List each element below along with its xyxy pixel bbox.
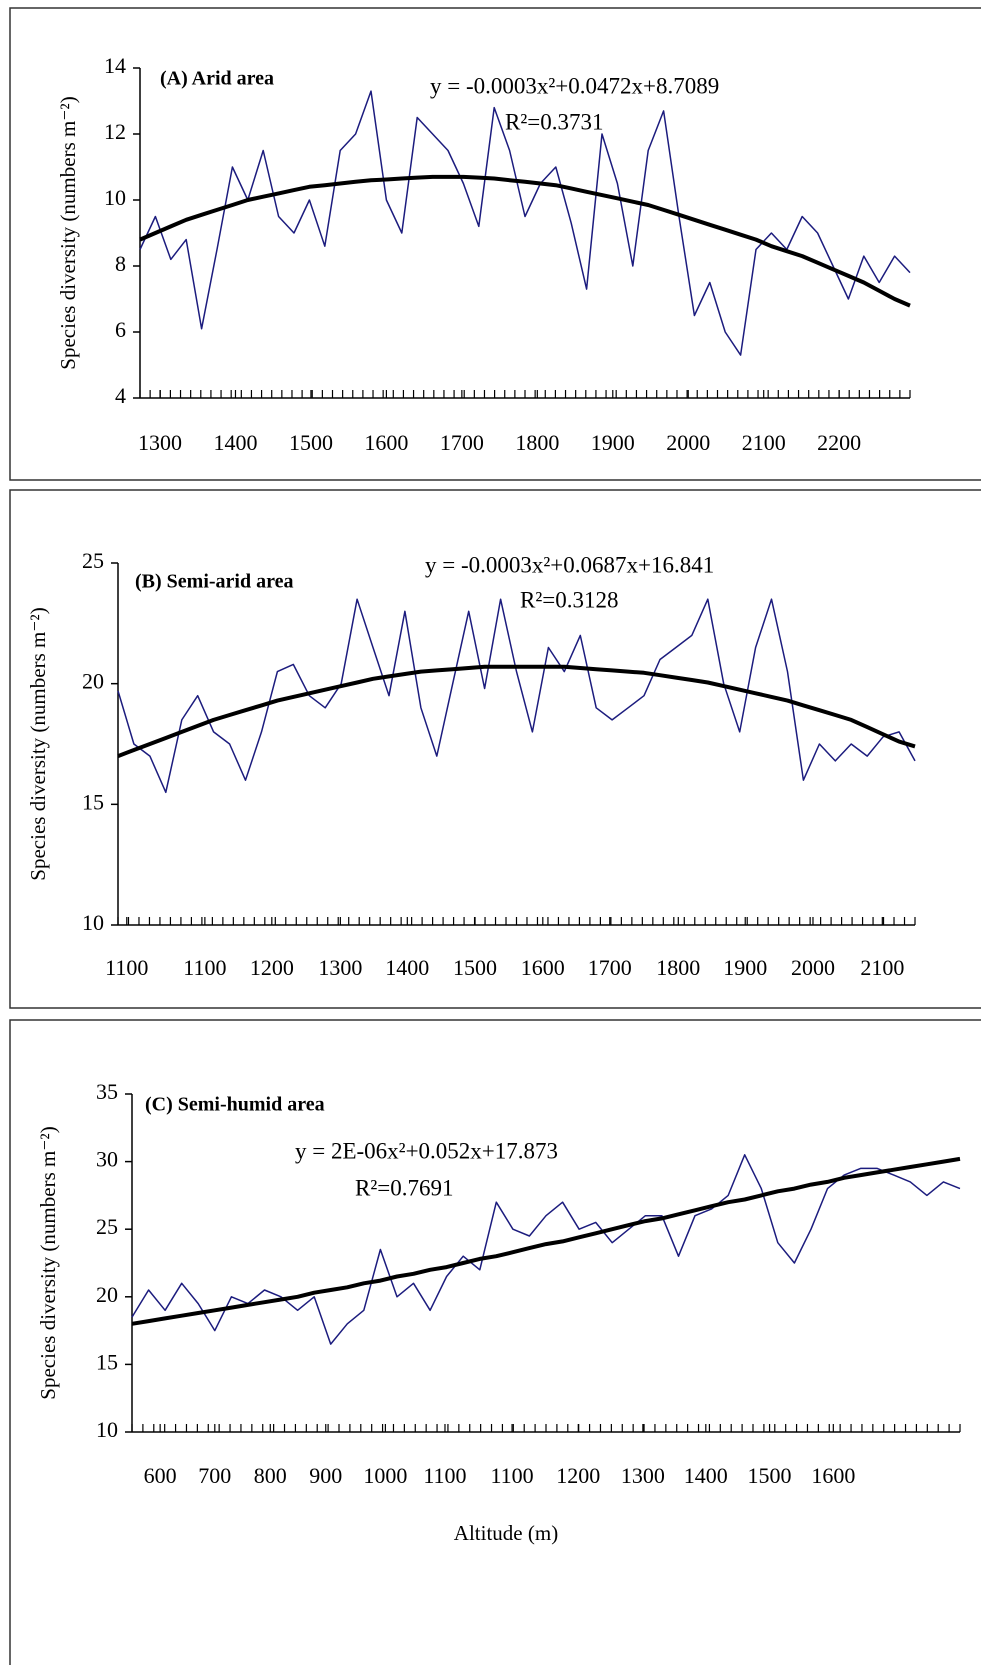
- y-tick-label: 10: [82, 910, 104, 935]
- x-tick-label: 1500: [289, 430, 333, 455]
- x-tick-label: 1200: [556, 1463, 600, 1488]
- x-tick-label: 1700: [588, 955, 632, 980]
- y-axis-title: Species diversity (numbers m⁻²): [56, 96, 80, 369]
- data-line: [131, 1156, 961, 1326]
- panel: 4 6 8 10 12 14 1300 1400 1500 1600 1700 1800 1900 200…: [9, 7, 981, 481]
- x-tick-label: 700: [198, 1463, 231, 1488]
- x-tick-label: 1500: [748, 1463, 792, 1488]
- panel: 10 15 20 25 1100 1100 1200 1300 1400 1500 1600 1700…: [9, 489, 981, 1009]
- y-tick-label: 10: [96, 1417, 118, 1442]
- y-tick-label: 4: [115, 383, 126, 408]
- panel-frame: [9, 7, 981, 481]
- x-tick-label: 1100: [105, 955, 148, 980]
- y-tick-label: 30: [96, 1147, 118, 1172]
- annotation: R²=0.7691: [355, 1175, 453, 1200]
- x-tick-label: 1700: [440, 430, 484, 455]
- y-tick-label: 20: [96, 1282, 118, 1307]
- data-line: [139, 174, 911, 308]
- y-tick-label: 25: [96, 1214, 118, 1239]
- y-tick-label: 25: [82, 548, 104, 573]
- y-tick-label: 15: [82, 789, 104, 814]
- x-tick-label: 1600: [811, 1463, 855, 1488]
- x-tick-label: 1400: [213, 430, 257, 455]
- annotation: R²=0.3731: [505, 109, 603, 134]
- panel: 10 15 20 25 30 35 600 700 800 900 1000 1100 1100 1200…: [9, 1019, 981, 1665]
- x-tick-label: 1500: [453, 955, 497, 980]
- x-tick-label: 1100: [423, 1463, 466, 1488]
- x-axis-title: Altitude (m): [454, 1521, 558, 1545]
- panel-title: (C) Semi-humid area: [145, 1094, 325, 1116]
- y-tick-label: 8: [115, 251, 126, 276]
- annotation: y = -0.0003x²+0.0472x+8.7089: [430, 73, 719, 98]
- x-tick-label: 2100: [742, 430, 786, 455]
- annotation: R²=0.3128: [520, 587, 618, 612]
- data-line: [139, 90, 911, 356]
- y-tick-label: 20: [82, 669, 104, 694]
- x-tick-label: 600: [144, 1463, 177, 1488]
- data-line: [117, 664, 916, 758]
- x-tick-label: 1100: [183, 955, 226, 980]
- y-tick-label: 10: [104, 185, 126, 210]
- annotation: y = -0.0003x²+0.0687x+16.841: [425, 552, 714, 577]
- x-tick-label: 2000: [791, 955, 835, 980]
- panel-title: (A) Arid area: [160, 68, 274, 90]
- x-tick-label: 1300: [318, 955, 362, 980]
- x-tick-label: 1800: [656, 955, 700, 980]
- x-tick-label: 1300: [621, 1463, 665, 1488]
- x-tick-label: 1800: [515, 430, 559, 455]
- x-tick-label: 1900: [591, 430, 635, 455]
- panel-frame: [9, 489, 981, 1009]
- x-tick-label: 900: [309, 1463, 342, 1488]
- y-tick-label: 15: [96, 1349, 118, 1374]
- x-tick-label: 2000: [666, 430, 710, 455]
- panel-frame: [9, 1019, 981, 1665]
- x-tick-label: 1400: [684, 1463, 728, 1488]
- y-tick-label: 35: [96, 1079, 118, 1104]
- y-tick-label: 6: [115, 317, 126, 342]
- x-tick-label: 1600: [521, 955, 565, 980]
- y-tick-label: 12: [104, 119, 126, 144]
- x-tick-label: 2100: [860, 955, 904, 980]
- data-line: [117, 598, 916, 794]
- x-tick-label: 1400: [385, 955, 429, 980]
- panel-title: (B) Semi-arid area: [135, 571, 294, 593]
- x-tick-label: 1100: [490, 1463, 533, 1488]
- y-axis-title: Species diversity (numbers m⁻²): [26, 607, 50, 880]
- y-axis-title: Species diversity (numbers m⁻²): [36, 1126, 60, 1399]
- x-tick-label: 800: [254, 1463, 287, 1488]
- annotation: y = 2E-06x²+0.052x+17.873: [295, 1138, 558, 1163]
- x-tick-label: 1600: [364, 430, 408, 455]
- x-tick-label: 2200: [817, 430, 861, 455]
- data-line: [131, 1154, 961, 1345]
- x-tick-label: 1300: [138, 430, 182, 455]
- x-tick-label: 1000: [363, 1463, 407, 1488]
- x-tick-label: 1200: [250, 955, 294, 980]
- x-tick-label: 1900: [723, 955, 767, 980]
- y-tick-label: 14: [104, 53, 126, 78]
